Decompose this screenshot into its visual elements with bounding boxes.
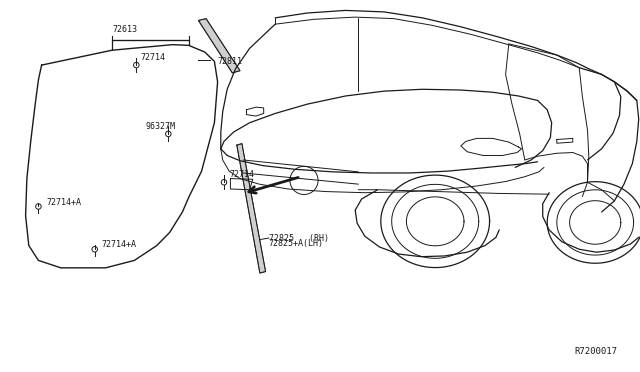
Text: 72825+A(LH): 72825+A(LH) <box>269 239 324 248</box>
Text: 72714: 72714 <box>229 170 254 179</box>
Text: 96327M: 96327M <box>146 122 176 131</box>
Polygon shape <box>237 144 266 273</box>
Text: 72825   (RH): 72825 (RH) <box>269 234 329 243</box>
Text: 72811: 72811 <box>218 57 243 66</box>
Text: 72714+A: 72714+A <box>46 198 81 207</box>
Text: 72714: 72714 <box>141 53 166 62</box>
Text: 72714+A: 72714+A <box>101 240 136 249</box>
Text: 72613: 72613 <box>113 25 138 34</box>
Text: R7200017: R7200017 <box>575 347 618 356</box>
Polygon shape <box>198 19 240 73</box>
